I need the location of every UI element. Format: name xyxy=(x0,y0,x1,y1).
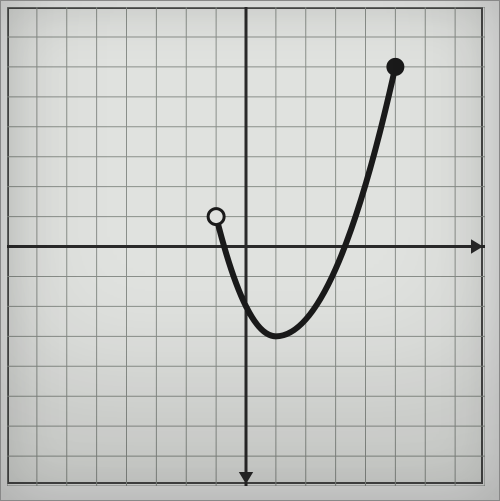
open-endpoint xyxy=(208,209,224,225)
closed-endpoint xyxy=(386,58,404,76)
chart-frame xyxy=(0,0,500,501)
axes xyxy=(7,7,485,486)
function-graph xyxy=(7,7,485,486)
